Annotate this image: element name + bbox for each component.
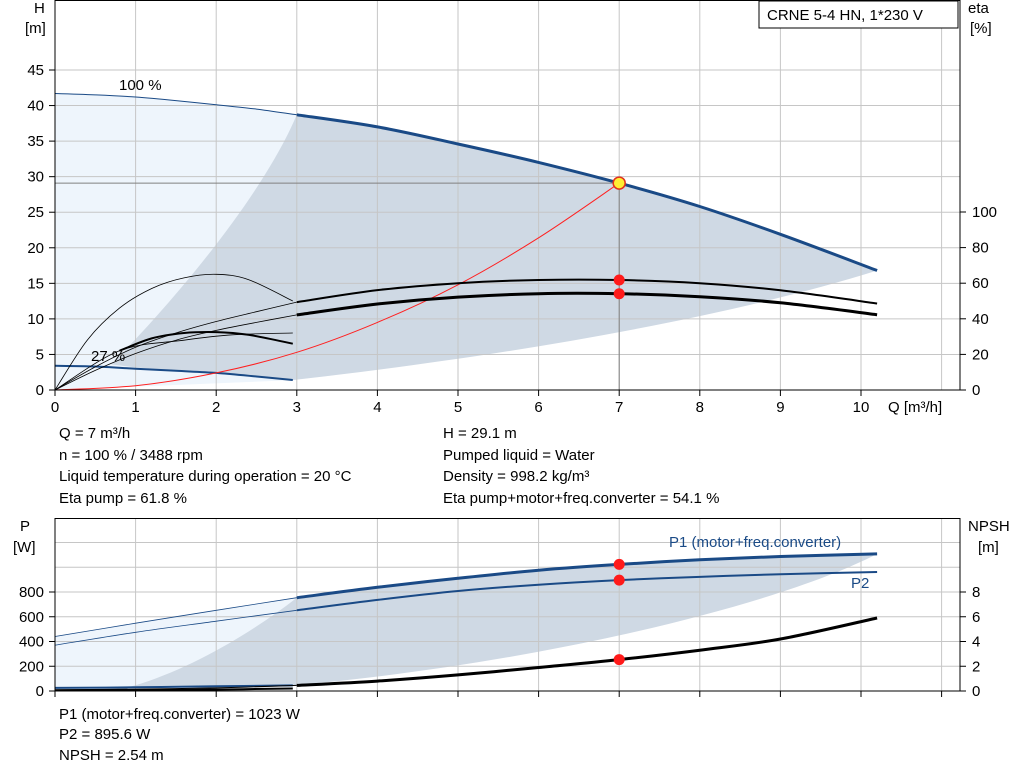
info-temperature: Liquid temperature during operation = 20…	[59, 468, 352, 485]
eta-pump-marker	[613, 274, 625, 286]
system-curve	[54, 182, 620, 391]
y-tick-label: 5	[36, 346, 44, 363]
eta-total-27-curve	[119, 331, 293, 352]
y2-tick-label: 20	[972, 346, 989, 363]
x-tick-label: 10	[853, 399, 870, 416]
npsh-27-curve	[54, 687, 293, 692]
info-npsh: NPSH = 2.54 m	[59, 747, 164, 764]
y2-tick-label: 0	[972, 382, 980, 399]
x-tick-label: 5	[454, 399, 462, 416]
operating-power-band	[127, 553, 878, 688]
x-tick-label: 4	[373, 399, 381, 416]
y-tick-label: 15	[27, 275, 44, 292]
y-tick-label: 20	[27, 240, 44, 257]
p-tick-label: 400	[19, 634, 44, 651]
info-p2: P2 = 895.6 W	[59, 726, 151, 743]
x-tick-label: 6	[534, 399, 542, 416]
y2-tick-label: 80	[972, 240, 989, 257]
y2-tick-label: 40	[972, 311, 989, 328]
npsh-marker	[613, 654, 625, 666]
info-head: H = 29.1 m	[443, 425, 517, 442]
x-tick-label: 7	[615, 399, 623, 416]
p-tick-label: 600	[19, 609, 44, 626]
p2-series-label: P2	[851, 575, 869, 592]
info-p1: P1 (motor+freq.converter) = 1023 W	[59, 706, 300, 723]
head-efficiency-chart: 0 1 2 3 4 5 6 7 8 9 100510152025303540450204060801…	[25, 0, 997, 416]
head-curve-100	[296, 113, 878, 272]
p1-curve	[296, 552, 878, 600]
p1-marker	[613, 558, 625, 570]
x-tick-label: 0	[51, 399, 59, 416]
speed-label-27: 27 %	[91, 348, 125, 365]
chart-title: CRNE 5-4 HN, 1*230 V	[767, 7, 923, 24]
y-axis-label-line1: H	[34, 0, 45, 17]
operating-point-marker	[612, 176, 626, 190]
p2-marker	[613, 574, 625, 586]
y2-tick-label: 60	[972, 275, 989, 292]
p2-curve	[296, 571, 878, 612]
eta-total-curve	[296, 291, 878, 317]
x-axis-label: Q [m³/h]	[888, 399, 942, 416]
npsh-tick-label: 4	[972, 634, 980, 651]
head-curve-extension	[54, 93, 297, 116]
npsh-axis-label-line1: NPSH	[968, 518, 1010, 535]
npsh-tick-label: 0	[972, 683, 980, 700]
speed-label-100: 100 %	[119, 77, 162, 94]
x-tick-label: 9	[776, 399, 784, 416]
p-tick-label: 0	[36, 683, 44, 700]
p2-curve-extension	[54, 609, 297, 646]
npsh-curve	[296, 616, 878, 687]
eta-pump-27-curve	[54, 273, 293, 391]
p-axis-label-line2: [W]	[13, 539, 36, 556]
eta-pump-curve	[296, 278, 878, 305]
p1-series-label: P1 (motor+freq.converter)	[669, 534, 841, 551]
y-tick-label: 40	[27, 98, 44, 115]
power-27-curve	[54, 684, 293, 689]
y2-tick-label: 100	[972, 204, 997, 221]
p-tick-label: 200	[19, 658, 44, 675]
y-tick-label: 45	[27, 62, 44, 79]
npsh-tick-label: 2	[972, 658, 980, 675]
info-speed: n = 100 % / 3488 rpm	[59, 447, 203, 464]
info-eta-pump: Eta pump = 61.8 %	[59, 490, 187, 507]
y2-axis-label-line2: [%]	[970, 20, 992, 37]
title-box	[758, 0, 959, 29]
info-density: Density = 998.2 kg/m³	[443, 468, 590, 485]
y-tick-label: 35	[27, 133, 44, 150]
y-tick-label: 0	[36, 382, 44, 399]
info-liquid: Pumped liquid = Water	[443, 447, 595, 464]
x-tick-label: 2	[212, 399, 220, 416]
npsh-tick-label: 8	[972, 584, 980, 601]
y-tick-label: 30	[27, 169, 44, 186]
x-tick-label: 3	[293, 399, 301, 416]
x-tick-label: 8	[696, 399, 704, 416]
eta-total-extension	[54, 314, 297, 391]
info-eta-total: Eta pump+motor+freq.converter = 54.1 %	[443, 490, 720, 507]
npsh-axis-label-line2: [m]	[978, 539, 999, 556]
y-axis-label-line2: [m]	[25, 20, 46, 37]
power-npsh-chart: 0 200 400 600 800 0 2 4 6 8 P [W] NPSH [m] P1 (mo…	[13, 518, 1010, 700]
y2-axis-label-line1: eta	[968, 0, 990, 17]
y-tick-label: 10	[27, 311, 44, 328]
p-tick-label: 800	[19, 584, 44, 601]
p-axis-label-line1: P	[20, 518, 30, 535]
x-tick-label: 1	[131, 399, 139, 416]
eta-total-marker	[613, 288, 625, 300]
info-flow: Q = 7 m³/h	[59, 425, 131, 442]
y-tick-label: 25	[27, 204, 44, 221]
npsh-tick-label: 6	[972, 609, 980, 626]
p1-curve-extension	[54, 597, 297, 637]
